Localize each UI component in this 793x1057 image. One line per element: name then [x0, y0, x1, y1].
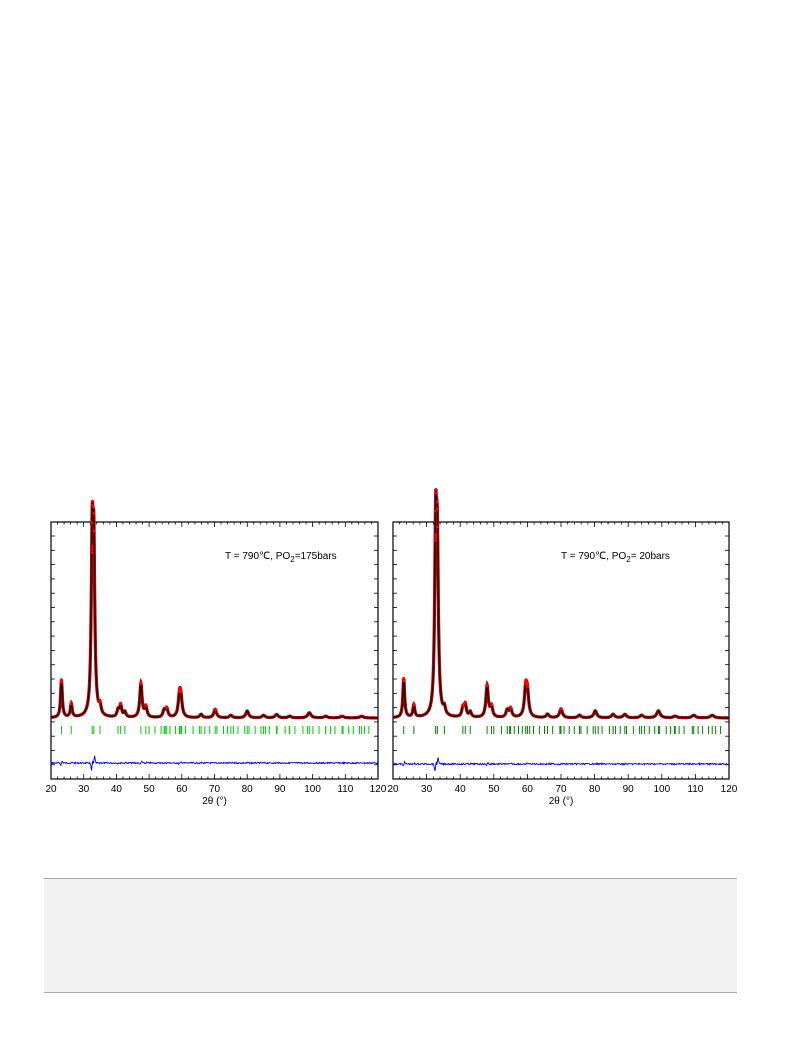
- observed-point: [98, 700, 102, 704]
- observed-point: [434, 487, 438, 491]
- observed-point: [60, 680, 64, 684]
- observed-point: [434, 509, 437, 513]
- observed-point: [214, 708, 217, 711]
- observed-point: [434, 491, 438, 495]
- difference-curve: [51, 755, 379, 772]
- observed-point: [559, 707, 563, 711]
- difference-curve: [392, 757, 729, 771]
- observed-band: [50, 500, 378, 720]
- observed-point: [70, 702, 73, 706]
- x-tick-label: 120: [370, 784, 387, 795]
- observed-point: [92, 506, 95, 510]
- observed-point: [485, 684, 489, 687]
- x-tick-label: 90: [623, 784, 635, 795]
- observed-point: [60, 678, 63, 682]
- x-tick-label: 50: [144, 784, 156, 795]
- x-tick-label: 120: [721, 784, 738, 795]
- x-axis-label: 2θ (°): [202, 796, 227, 807]
- observed-point: [412, 703, 416, 707]
- x-tick-label: 110: [337, 784, 353, 795]
- observed-point: [435, 507, 439, 511]
- observed-point: [139, 682, 143, 686]
- x-tick-label: 50: [488, 784, 500, 795]
- observed-point: [90, 551, 94, 554]
- observed-point: [165, 706, 169, 710]
- observed-point: [434, 533, 437, 536]
- observed-point: [526, 685, 530, 689]
- observed-point: [461, 703, 465, 707]
- data-table: [44, 878, 737, 993]
- x-tick-label: 20: [387, 784, 399, 795]
- x-tick-label: 110: [687, 784, 703, 795]
- observed-point: [90, 548, 94, 551]
- condition-annotation: T = 790℃, PO2= 20bars: [561, 551, 670, 564]
- x-tick-label: 100: [304, 784, 321, 795]
- xrd-panel-175bars: 20 30 40 50 60 70 80 90 100 110 120 2θ (°) T = 790℃,…: [45, 499, 387, 807]
- x-axis-label: 2θ (°): [549, 796, 574, 807]
- xrd-panel-20bars: 20 30 40 50 60 70 80 90 100 110 120 2θ (°) T = 790℃,…: [387, 487, 738, 807]
- observed-point: [402, 679, 406, 683]
- observed-point: [179, 688, 183, 692]
- observed-point: [92, 529, 96, 533]
- calculated-line: [50, 501, 378, 719]
- x-tick-label: 30: [78, 784, 90, 795]
- x-tick-label: 40: [455, 784, 467, 795]
- x-tick-label: 20: [45, 784, 57, 795]
- observed-point: [464, 701, 467, 705]
- table-body-row: [44, 913, 737, 993]
- condition-annotation: T = 790℃, PO2=175bars: [225, 551, 337, 564]
- observed-point: [490, 703, 494, 707]
- table-header-row: [44, 878, 737, 914]
- x-tick-label: 70: [555, 784, 567, 795]
- x-tick-label: 80: [242, 784, 254, 795]
- observed-point: [402, 676, 406, 680]
- x-tick-label: 100: [653, 784, 670, 795]
- x-tick-label: 70: [209, 784, 221, 795]
- observed-point: [179, 690, 183, 694]
- observed-point: [90, 503, 94, 507]
- observed-point: [436, 525, 440, 529]
- x-tick-label: 40: [111, 784, 123, 795]
- x-tick-label: 60: [522, 784, 534, 795]
- x-tick-label: 90: [274, 784, 286, 795]
- observed-point: [144, 704, 148, 707]
- x-tick-label: 80: [589, 784, 601, 795]
- x-tick-label: 60: [176, 784, 188, 795]
- observed-point: [92, 512, 96, 515]
- observed-point: [524, 678, 528, 682]
- observed-point: [509, 706, 513, 710]
- x-tick-label: 30: [421, 784, 433, 795]
- observed-point: [90, 521, 94, 525]
- observed-point: [526, 682, 529, 686]
- observed-point: [434, 536, 437, 539]
- observed-point: [435, 500, 439, 504]
- observed-point: [90, 545, 94, 548]
- observed-point: [91, 499, 94, 503]
- observed-point: [434, 539, 437, 542]
- observed-point: [119, 702, 123, 706]
